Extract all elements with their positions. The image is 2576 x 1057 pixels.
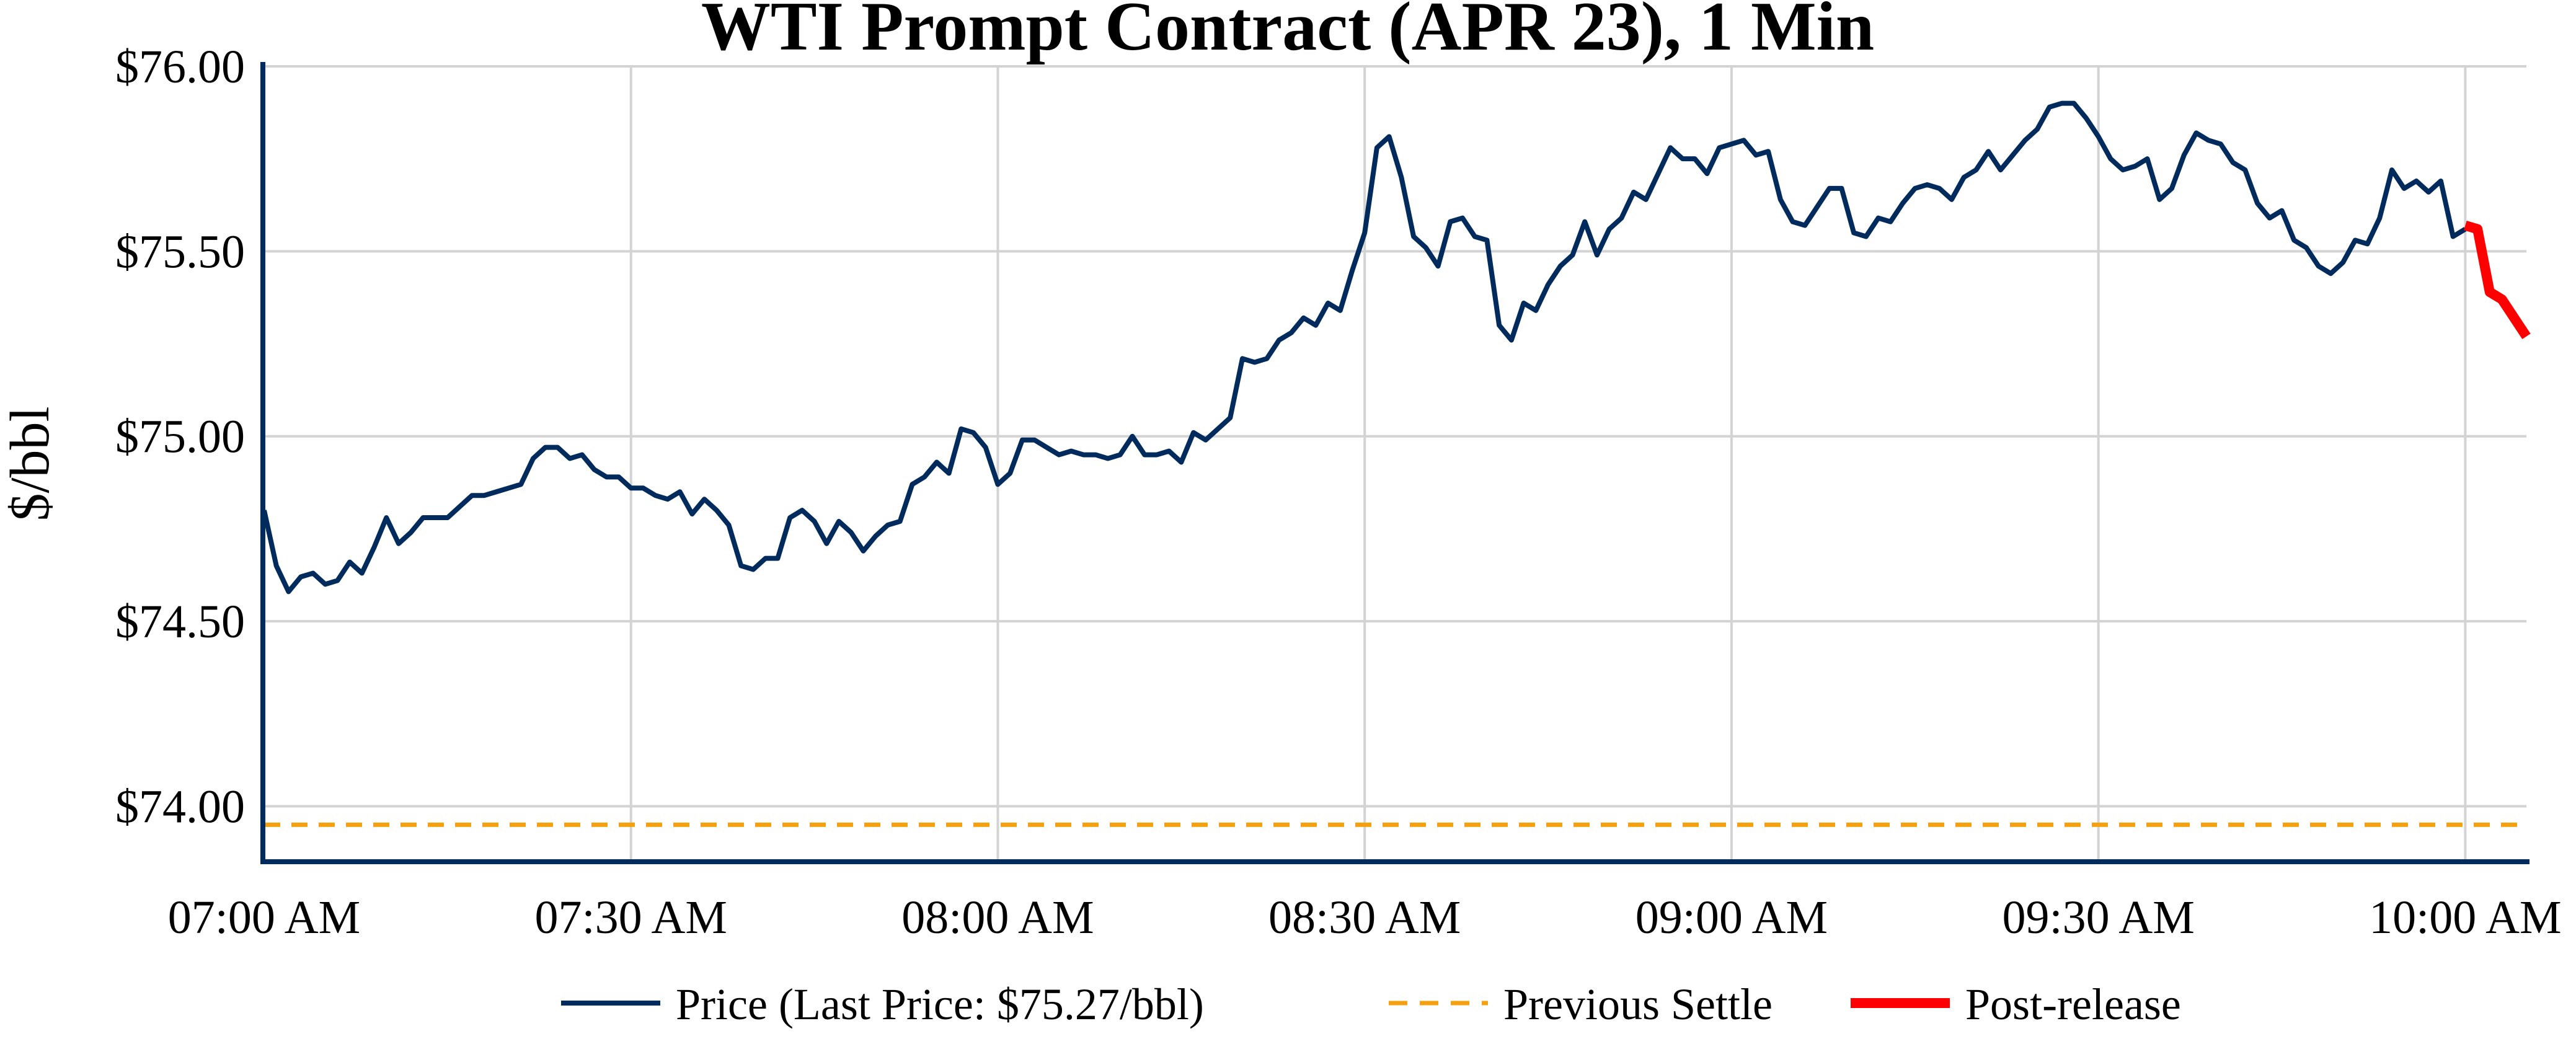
y-tick-label: $74.00: [115, 781, 245, 833]
x-tick-label: 08:00 AM: [901, 891, 1094, 944]
chart-title: WTI Prompt Contract (APR 23), 1 Min: [701, 0, 1874, 65]
y-tick-label: $75.50: [115, 226, 245, 278]
series-line-price: [262, 100, 2467, 595]
y-tick-label: $74.50: [115, 596, 245, 648]
y-tick-label: $75.00: [115, 411, 245, 463]
x-tick-label: 09:30 AM: [2002, 891, 2194, 944]
series-lines: [262, 100, 2531, 827]
x-tick-label: 08:30 AM: [1268, 891, 1461, 944]
y-axis-ticks: $74.00 $74.50 $75.00 $75.50 $76.00: [115, 41, 245, 833]
x-axis-ticks: 07:00 AM 07:30 AM 08:00 AM 08:30 AM 09:00 AM…: [168, 891, 2562, 944]
legend: Price (Last Price: $75.27/bbl) Previous S…: [561, 980, 2181, 1029]
x-tick-label: 09:00 AM: [1635, 891, 1828, 944]
x-tick-label: 07:30 AM: [535, 891, 727, 944]
gridlines: [264, 65, 2526, 862]
y-axis-label: $/bbl: [0, 406, 61, 521]
legend-label: Price (Last Price: $75.27/bbl): [676, 980, 1204, 1029]
x-tick-label: 07:00 AM: [168, 891, 360, 944]
y-tick-label: $76.00: [115, 41, 245, 93]
series-line-post-release: [2464, 220, 2531, 340]
x-tick-label: 10:00 AM: [2369, 891, 2561, 944]
legend-label: Previous Settle: [1503, 980, 1773, 1029]
legend-label: Post-release: [1965, 980, 2181, 1029]
